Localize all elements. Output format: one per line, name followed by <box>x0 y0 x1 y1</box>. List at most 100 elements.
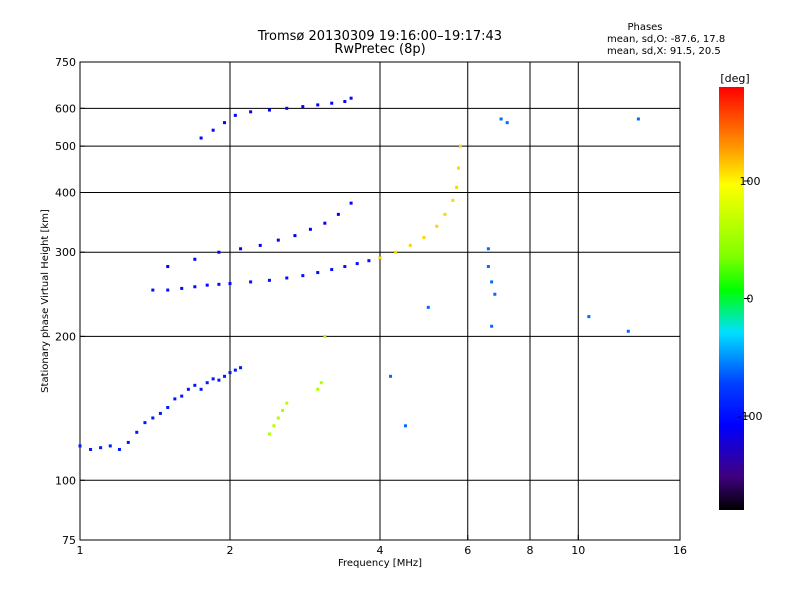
data-point <box>316 271 320 275</box>
data-point <box>389 374 393 378</box>
data-point <box>378 256 382 260</box>
data-point <box>205 381 209 385</box>
x-tick-label: 10 <box>571 544 585 557</box>
data-point <box>89 447 93 451</box>
data-point <box>276 238 280 242</box>
chart-title: Tromsø 20130309 19:16:00–19:17:43 <box>257 29 502 44</box>
data-point <box>143 421 147 425</box>
y-axis: 75 100 200 300 400 500 600 750 <box>55 56 85 547</box>
data-point <box>166 265 170 269</box>
data-point <box>99 446 103 450</box>
data-point <box>249 110 253 114</box>
data-point <box>117 447 121 451</box>
data-point <box>285 401 289 405</box>
colorbar-tick-label: -100 <box>738 410 763 423</box>
data-point <box>205 283 209 287</box>
colorbar-tick-label: 0 <box>747 293 754 306</box>
data-point <box>186 387 190 391</box>
data-point <box>166 405 170 409</box>
data-point <box>486 265 490 269</box>
data-point <box>435 224 439 228</box>
data-point <box>443 212 447 216</box>
data-point <box>193 257 197 261</box>
data-point <box>308 227 312 231</box>
data-point <box>272 424 276 428</box>
data-point <box>301 274 305 278</box>
data-point <box>367 259 371 263</box>
colorbar-tick-label: 100 <box>740 175 761 188</box>
data-point <box>355 262 359 266</box>
data-point <box>587 315 591 319</box>
data-point <box>158 411 162 415</box>
data-point <box>451 198 455 202</box>
data-point <box>276 416 280 420</box>
data-point <box>223 121 227 125</box>
y-tick-label: 100 <box>55 474 76 487</box>
y-tick-label: 75 <box>62 534 76 547</box>
chart-subtitle: RwPretec (8p) <box>334 42 425 57</box>
y-tick-label: 750 <box>55 56 76 69</box>
data-point <box>223 374 227 378</box>
data-point <box>394 250 398 254</box>
x-tick-label: 2 <box>227 544 234 557</box>
data-point <box>330 101 334 105</box>
data-point <box>323 221 327 225</box>
stats-o-mode: mean, sd,O: -87.6, 17.8 <box>607 34 725 45</box>
data-point <box>293 234 297 238</box>
data-point <box>343 100 347 104</box>
data-point <box>233 368 237 372</box>
data-point <box>108 444 112 448</box>
data-point <box>211 377 215 381</box>
data-point <box>193 285 197 289</box>
data-point <box>285 276 289 280</box>
data-point <box>285 106 289 110</box>
data-point <box>343 265 347 269</box>
data-point <box>336 212 340 216</box>
stats-x-mode: mean, sd,X: 91.5, 20.5 <box>607 46 721 57</box>
data-points <box>78 96 640 451</box>
x-tick-label: 6 <box>464 544 471 557</box>
data-point <box>249 280 253 284</box>
data-point <box>173 397 177 401</box>
colorbar-ticks: -100 0 100 <box>738 175 763 423</box>
data-point <box>228 282 232 286</box>
data-point <box>636 117 640 121</box>
x-tick-label: 16 <box>673 544 687 557</box>
y-axis-label: Stationary phase Virtual Height [km] <box>40 209 51 393</box>
data-point <box>267 108 271 112</box>
x-axis-label: Frequency [MHz] <box>338 558 422 569</box>
data-point <box>217 378 221 382</box>
data-point <box>316 103 320 107</box>
colorbar-label: [deg] <box>720 72 749 85</box>
x-tick-label: 1 <box>77 544 84 557</box>
y-tick-label: 500 <box>55 140 76 153</box>
data-point <box>422 236 426 240</box>
grid <box>80 62 680 540</box>
y-tick-label: 400 <box>55 186 76 199</box>
data-point <box>486 247 490 251</box>
data-point <box>408 243 412 247</box>
data-point <box>199 136 203 140</box>
data-point <box>458 144 462 148</box>
data-point <box>151 288 155 292</box>
data-point <box>267 432 271 436</box>
data-point <box>330 268 334 272</box>
data-point <box>193 383 197 387</box>
data-point <box>493 292 497 296</box>
data-point <box>626 329 630 333</box>
x-tick-label: 4 <box>377 544 384 557</box>
stats-heading: Phases <box>627 22 662 33</box>
data-point <box>349 201 353 205</box>
data-point <box>180 394 184 398</box>
data-point <box>217 250 221 254</box>
data-point <box>426 305 430 309</box>
y-tick-label: 600 <box>55 102 76 115</box>
data-point <box>349 96 353 100</box>
data-point <box>151 416 155 420</box>
data-point <box>316 387 320 391</box>
data-point <box>228 371 232 375</box>
data-point <box>239 247 243 251</box>
data-point <box>126 440 130 444</box>
data-point <box>135 430 139 434</box>
data-point <box>239 366 243 370</box>
